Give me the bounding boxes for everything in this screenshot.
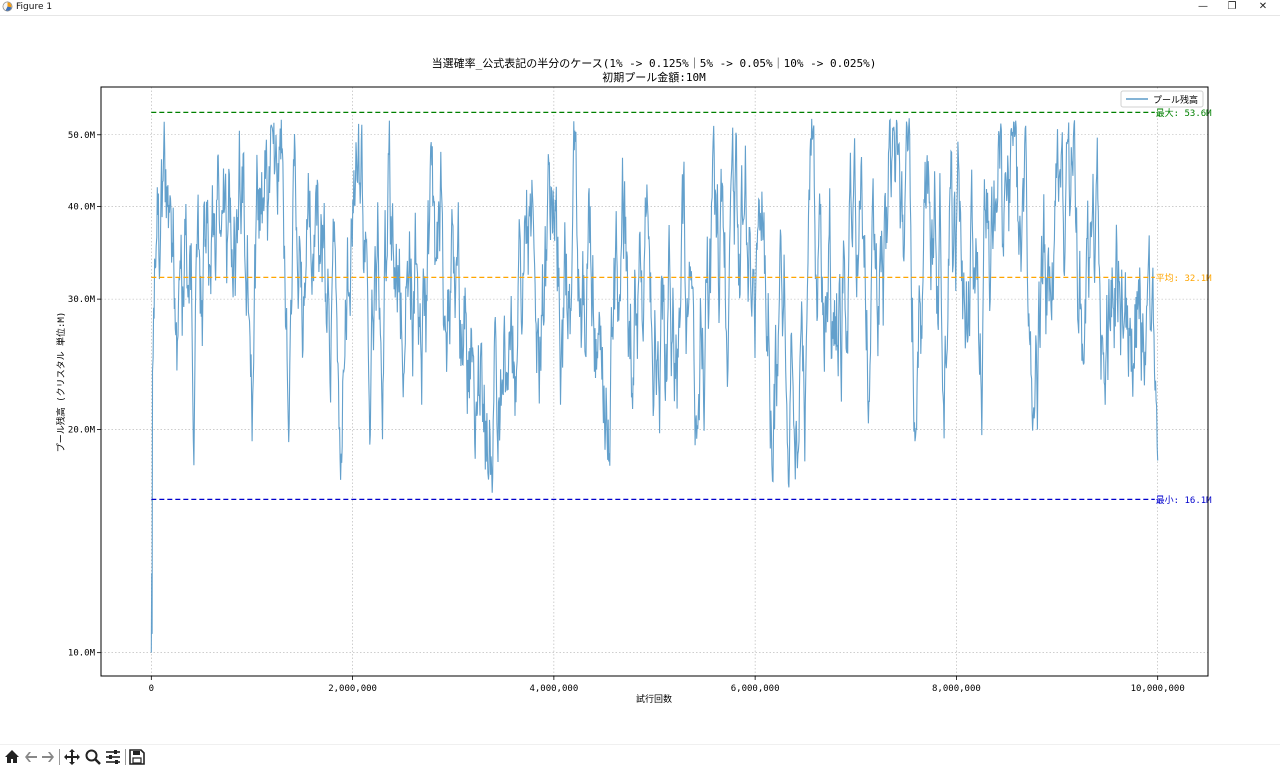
reference-line-label: 平均: 32.1M xyxy=(1156,272,1213,284)
save-icon xyxy=(129,749,145,765)
x-tick-label: 0 xyxy=(149,684,154,694)
x-axis-ticks: 0 2,000,000 4,000,000 6,000,000 8,000,000 10,… xyxy=(149,676,1185,694)
reference-line-label: 最小: 16.1M xyxy=(1156,495,1213,506)
save-button[interactable] xyxy=(128,748,146,766)
chart-subtitle: 初期プール金額:10M xyxy=(602,70,706,84)
zoom-icon xyxy=(85,749,101,765)
figure-canvas: 当選確率_公式表記の半分のケース(1% -> 0.125%｜5% -> 0.05… xyxy=(0,16,1280,744)
forward-icon xyxy=(42,752,54,762)
y-tick-label: 30.0M xyxy=(68,295,96,305)
x-tick-label: 8,000,000 xyxy=(932,684,981,694)
y-tick-label: 20.0M xyxy=(68,426,96,436)
pool-balance-line xyxy=(150,118,1159,653)
y-axis-ticks: 10.0M 20.0M 30.0M 40.0M 50.0M xyxy=(68,131,101,659)
legend: プール残高 xyxy=(1120,90,1204,108)
window-titlebar: Figure 1 — ❐ ✕ xyxy=(0,0,1280,16)
home-button[interactable] xyxy=(3,748,21,766)
chart-title: 当選確率_公式表記の半分のケース(1% -> 0.125%｜5% -> 0.05… xyxy=(432,56,877,70)
x-tick-label: 6,000,000 xyxy=(731,684,780,694)
restore-button[interactable]: ❐ xyxy=(1227,1,1237,12)
forward-button[interactable] xyxy=(39,748,57,766)
x-axis-label: 試行回数 xyxy=(636,693,672,705)
pan-icon xyxy=(64,749,80,765)
configure-icon xyxy=(106,750,120,764)
legend-box xyxy=(1120,90,1204,108)
back-icon xyxy=(25,752,37,762)
y-axis-label: プール残高 (クリスタル 単位:M) xyxy=(55,312,67,453)
home-icon xyxy=(5,750,19,763)
x-tick-label: 10,000,000 xyxy=(1131,684,1185,694)
navigation-toolbar xyxy=(0,744,1280,769)
close-button[interactable]: ✕ xyxy=(1258,1,1268,12)
configure-button[interactable] xyxy=(104,748,122,766)
x-tick-label: 2,000,000 xyxy=(328,684,377,694)
x-tick-label: 4,000,000 xyxy=(529,684,578,694)
pan-button[interactable] xyxy=(63,748,81,766)
toolbar-separator xyxy=(125,749,126,765)
axes-frame xyxy=(100,86,1209,677)
plot-area: 最大: 53.6M 平均: 32.1M 最小: 16.1M xyxy=(150,106,1213,653)
minimize-button[interactable]: — xyxy=(1198,1,1208,12)
matplotlib-app-icon xyxy=(2,1,13,12)
grid-lines xyxy=(101,87,1208,676)
toolbar-separator xyxy=(59,749,60,765)
y-tick-label: 50.0M xyxy=(68,131,96,141)
line-chart: 当選確率_公式表記の半分のケース(1% -> 0.125%｜5% -> 0.05… xyxy=(55,56,1213,705)
back-button[interactable] xyxy=(22,748,40,766)
legend-label: プール残高 xyxy=(1153,94,1198,106)
window-title: Figure 1 xyxy=(16,2,53,12)
zoom-button[interactable] xyxy=(84,748,102,766)
y-tick-label: 10.0M xyxy=(68,649,96,659)
reference-line-label: 最大: 53.6M xyxy=(1156,107,1213,119)
y-tick-label: 40.0M xyxy=(68,203,96,213)
